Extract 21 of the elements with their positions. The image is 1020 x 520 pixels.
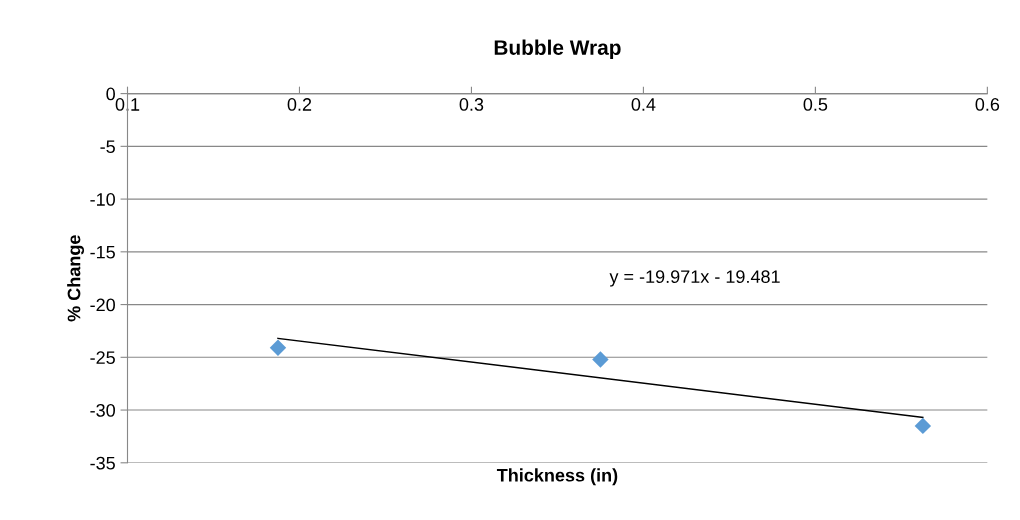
x-axis-title: Thickness (in)	[496, 468, 618, 486]
x-tick-label: 0.4	[631, 98, 656, 111]
y-tick-label: 0	[106, 87, 115, 101]
y-tick-label: -5	[100, 140, 115, 154]
annotation: y = -19.971x - 19.481	[609, 270, 780, 287]
point	[592, 351, 609, 368]
chart-title: Bubble Wrap	[494, 39, 621, 60]
y-tick-label: -15	[90, 245, 115, 259]
y-tick-label: -10	[90, 193, 115, 206]
y-tick-label: -25	[90, 351, 115, 365]
y-tick-label: -30	[90, 403, 115, 417]
point	[269, 339, 287, 357]
x-tick-label: 0.1	[115, 98, 140, 111]
y-tick-label: -20	[90, 298, 115, 312]
y-axis-title: % Change	[67, 235, 85, 322]
point	[914, 417, 932, 435]
x-tick-label: 0.3	[459, 98, 484, 111]
x-tick-label: 0.5	[803, 98, 828, 111]
x-tick-label: 0.6	[975, 98, 1000, 111]
x-tick-label: 0.2	[287, 98, 312, 111]
y-tick-label: -35	[90, 456, 115, 470]
